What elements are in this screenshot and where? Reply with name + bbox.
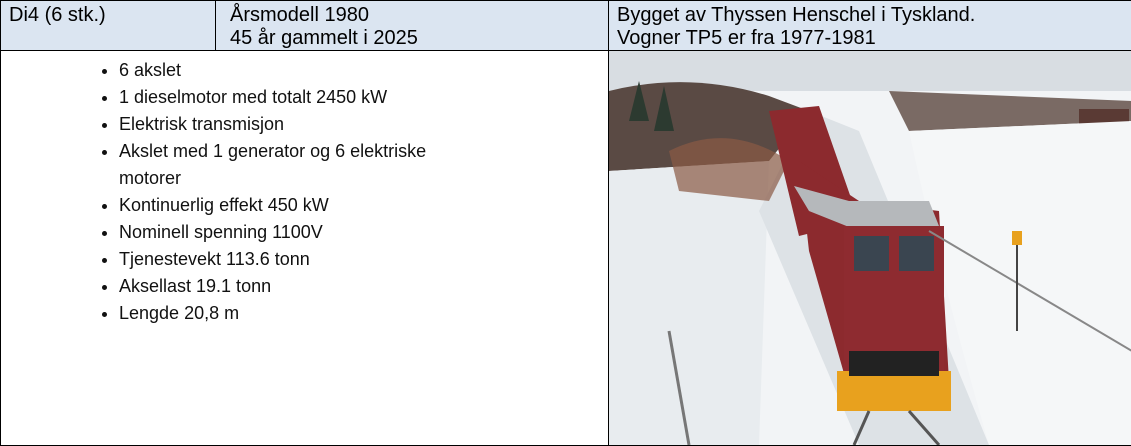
spec-item: Elektrisk transmisjon <box>119 111 459 138</box>
model-cell: Di4 (6 stk.) <box>1 1 216 51</box>
spec-item: Lengde 20,8 m <box>119 300 459 327</box>
spec-list: 6 akslet1 dieselmotor med totalt 2450 kW… <box>1 57 459 327</box>
specs-cell: 6 akslet1 dieselmotor med totalt 2450 kW… <box>1 51 609 446</box>
spec-item: Kontinuerlig effekt 450 kW <box>119 192 459 219</box>
spec-item: 6 akslet <box>119 57 459 84</box>
builder-line: Bygget av Thyssen Henschel i Tyskland. <box>617 4 1125 27</box>
spec-item: Aksellast 19.1 tonn <box>119 273 459 300</box>
model: Di4 (6 stk.) <box>9 4 209 27</box>
year-line: Årsmodell 1980 <box>230 4 602 27</box>
train-photo <box>609 51 1131 445</box>
spec-item: Tjenestevekt 113.6 tonn <box>119 246 459 273</box>
spec-item: Akslet med 1 generator og 6 elektriske m… <box>119 138 459 192</box>
builder-cell: Bygget av Thyssen Henschel i Tyskland.Vo… <box>609 1 1131 51</box>
photo-cell <box>609 51 1131 446</box>
spec-item: Nominell spenning 1100V <box>119 219 459 246</box>
spec-item: 1 dieselmotor med totalt 2450 kW <box>119 84 459 111</box>
year-line: 45 år gammelt i 2025 <box>230 27 602 50</box>
body-row: 6 akslet1 dieselmotor med totalt 2450 kW… <box>1 51 1131 446</box>
builder-line: Vogner TP5 er fra 1977-1981 <box>617 27 1125 50</box>
